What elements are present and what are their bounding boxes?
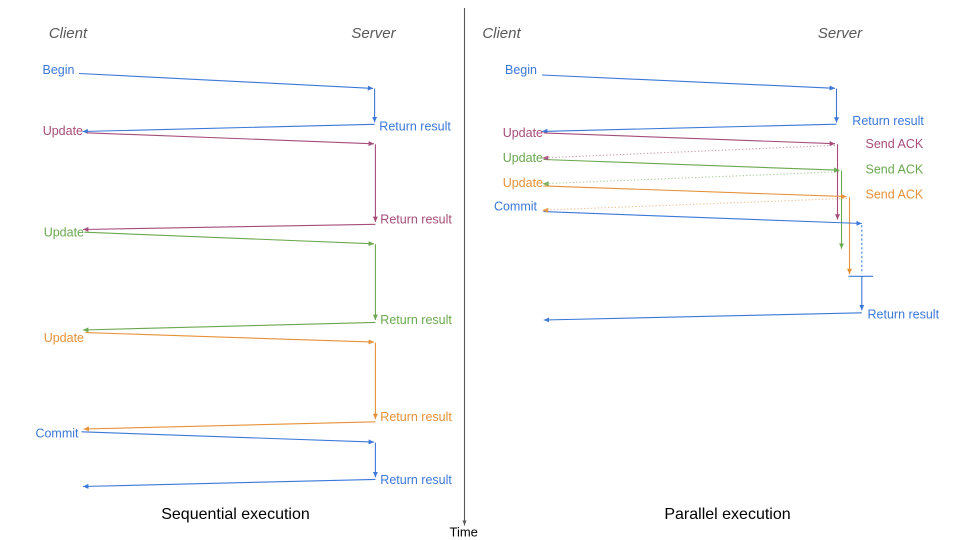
svg-text:Update: Update: [503, 176, 543, 190]
svg-text:Update: Update: [44, 331, 84, 345]
svg-text:Server: Server: [351, 25, 396, 42]
svg-text:Update: Update: [503, 151, 543, 165]
svg-text:Commit: Commit: [494, 199, 538, 213]
svg-text:Begin: Begin: [43, 63, 75, 77]
svg-text:Return result: Return result: [868, 307, 940, 321]
svg-text:Time: Time: [450, 525, 478, 540]
svg-text:Return result: Return result: [852, 114, 924, 128]
svg-text:Send ACK: Send ACK: [866, 162, 924, 176]
svg-text:Return result: Return result: [380, 212, 452, 226]
svg-text:Parallel execution: Parallel execution: [664, 506, 790, 523]
svg-text:Sequential execution: Sequential execution: [161, 506, 310, 523]
svg-text:Update: Update: [503, 126, 543, 140]
svg-text:Send ACK: Send ACK: [866, 137, 924, 151]
svg-text:Return result: Return result: [380, 473, 452, 487]
svg-text:Update: Update: [43, 124, 83, 138]
svg-text:Client: Client: [49, 25, 88, 42]
svg-text:Return result: Return result: [380, 313, 452, 327]
svg-text:Return result: Return result: [380, 410, 452, 424]
svg-text:Send ACK: Send ACK: [866, 187, 924, 201]
svg-text:Return result: Return result: [379, 119, 451, 133]
svg-text:Commit: Commit: [35, 426, 79, 440]
svg-text:Update: Update: [44, 226, 84, 240]
svg-text:Server: Server: [818, 25, 863, 42]
svg-text:Begin: Begin: [505, 63, 537, 77]
svg-text:Client: Client: [482, 25, 521, 42]
